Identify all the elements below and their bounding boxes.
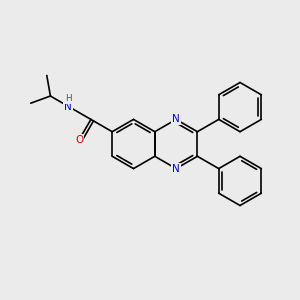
Text: O: O — [75, 135, 83, 145]
Text: N: N — [64, 102, 72, 112]
Text: H: H — [65, 94, 71, 103]
Text: N: N — [172, 114, 180, 124]
Text: N: N — [172, 164, 180, 174]
